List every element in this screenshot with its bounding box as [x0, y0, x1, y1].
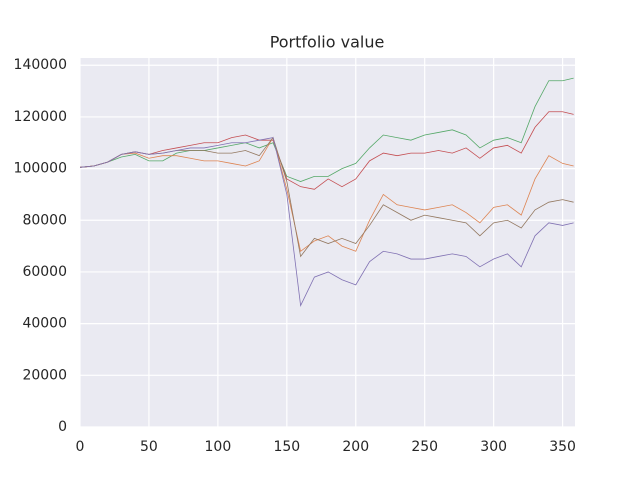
y-tick-label: 120000: [14, 109, 67, 125]
chart-title: Portfolio value: [270, 33, 385, 52]
series-line: [79, 111, 574, 190]
plot-area: [80, 58, 575, 427]
y-tick-label: 0: [58, 419, 67, 435]
series-line: [79, 137, 574, 307]
y-tick-label: 60000: [22, 264, 67, 280]
x-tick-label: 50: [140, 439, 158, 455]
y-tick-label: 100000: [14, 161, 67, 177]
y-tick-label: 40000: [22, 316, 67, 332]
y-tick-label: 140000: [14, 57, 67, 73]
y-tick-label: 20000: [22, 367, 67, 383]
series-line: [79, 77, 574, 182]
series-line: [79, 136, 574, 252]
x-tick-label: 0: [76, 439, 85, 455]
x-tick-label: 200: [342, 439, 369, 455]
x-tick-label: 350: [549, 439, 576, 455]
x-tick-label: 250: [411, 439, 438, 455]
x-tick-label: 150: [273, 439, 300, 455]
x-tick-label: 300: [480, 439, 507, 455]
y-tick-label: 80000: [22, 212, 67, 228]
x-tick-label: 100: [205, 439, 232, 455]
